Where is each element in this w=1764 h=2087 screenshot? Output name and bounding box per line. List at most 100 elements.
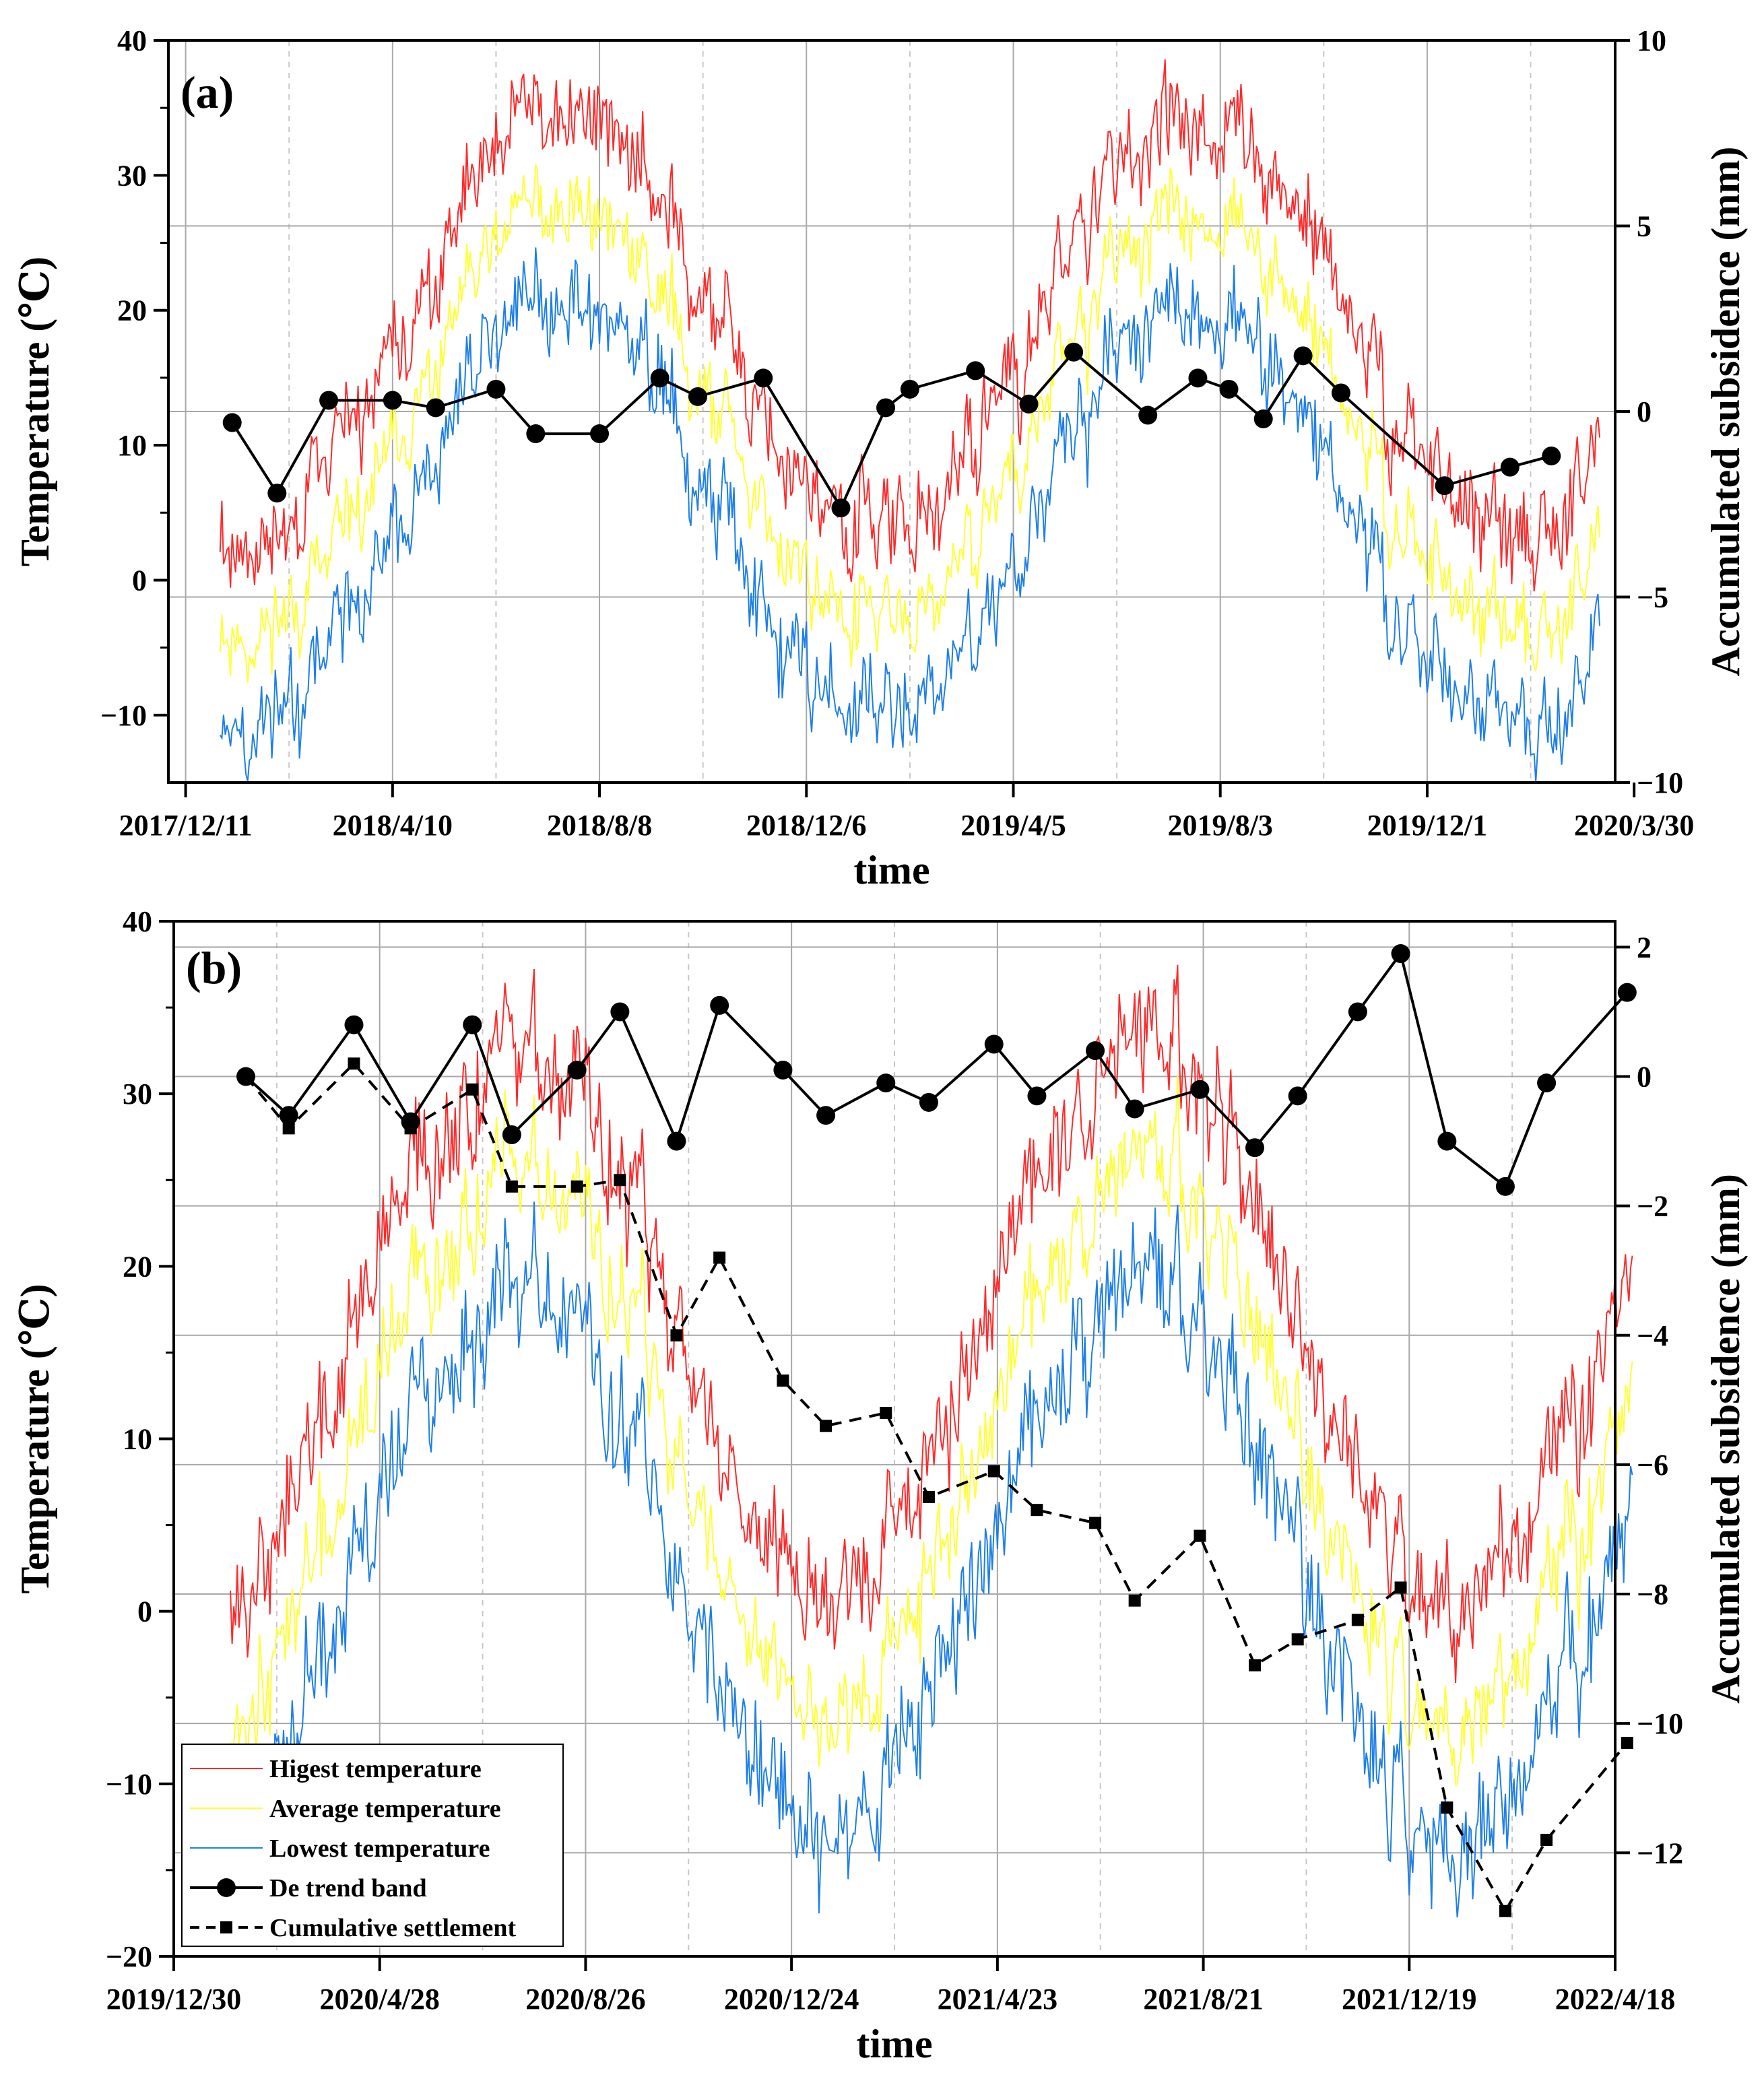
detrend-band-point	[610, 1002, 630, 1022]
lowest-temperature-line	[230, 1201, 1633, 1918]
detrend-band-point	[1188, 368, 1208, 388]
detrend-band-point	[919, 1092, 938, 1112]
detrend-band-point	[426, 398, 445, 418]
detrend-band-point	[667, 1131, 686, 1151]
cumulative-settlement-point	[505, 1180, 518, 1193]
panel-a: 2017/12/11 2018/4/10 2018/8/8 2018/12/6 2019…	[13, 24, 1748, 892]
legend-label: Higest temperature	[269, 1755, 482, 1783]
detrend-band-point	[1190, 1080, 1210, 1099]
y-tick-label-left: 0	[137, 1595, 152, 1628]
y-tick-label-left: −10	[100, 699, 147, 732]
legend-marker-circle	[217, 1878, 236, 1897]
cumulative-settlement-point	[1351, 1614, 1364, 1626]
x-tick-label: 2017/12/11	[119, 809, 253, 842]
legend-label: De trend band	[269, 1874, 427, 1902]
temperature-lines-b	[230, 964, 1633, 1918]
detrend-band-point	[1288, 1086, 1307, 1106]
panel-b: 2019/12/30 2020/4/28 2020/8/26 2020/12/24 20…	[13, 905, 1748, 2066]
x-tick-label: 2018/12/6	[746, 809, 866, 842]
cumulative-settlement-point	[1031, 1504, 1043, 1517]
cumulative-settlement-point	[1394, 1581, 1407, 1594]
y-tick-label-left: −10	[106, 1768, 152, 1801]
detrend-band-point	[344, 1015, 364, 1034]
x-tick-label: 2021/8/21	[1143, 1983, 1263, 2016]
detrend-band-point	[900, 379, 919, 399]
highest-temperature-line	[230, 964, 1633, 1684]
lowest-temperature-line	[219, 247, 1600, 783]
x-axis-title-a: time	[853, 848, 929, 892]
x-tick-label: 2019/4/5	[960, 809, 1066, 842]
detrend-band-point	[1617, 983, 1637, 1002]
y-tick-label-left: 20	[117, 294, 147, 327]
detrend-band-point	[1086, 1041, 1105, 1061]
detrend-band-point	[1027, 1086, 1047, 1106]
axes-a: 2017/12/11 2018/4/10 2018/8/8 2018/12/6 2019…	[100, 24, 1694, 842]
cumulative-settlement-point	[466, 1083, 479, 1096]
x-axis-title-b: time	[856, 2022, 932, 2066]
detrend-band-point	[1348, 1002, 1367, 1022]
x-tick-label: 2018/8/8	[547, 809, 652, 842]
cumulative-settlement-point	[1441, 1801, 1453, 1814]
detrend-band-point	[876, 398, 896, 418]
y-axis-title-left-a: Temperature (℃)	[13, 257, 57, 566]
detrend-band-point	[831, 498, 851, 518]
y-tick-label-left: 30	[123, 1078, 152, 1111]
cumulative-settlement-point	[880, 1407, 892, 1420]
subsidence-series-b	[236, 944, 1637, 1917]
legend-label: Average temperature	[269, 1795, 501, 1823]
detrend-band-point	[1019, 394, 1039, 413]
cumulative-settlement-point	[820, 1420, 832, 1432]
cumulative-settlement-point	[1249, 1659, 1261, 1671]
cumulative-settlement-point	[922, 1490, 935, 1503]
average-temperature-line	[230, 1075, 1633, 1786]
average-temperature-line	[219, 164, 1600, 684]
highest-temperature-line	[219, 59, 1600, 592]
temperature-lines-a	[219, 59, 1600, 783]
y-axis-title-left-b: Temperature (℃)	[13, 1284, 57, 1593]
grid-a	[168, 40, 1615, 783]
detrend-band-point	[1331, 383, 1350, 403]
cumulative-settlement-point	[348, 1057, 360, 1070]
detrend-band-point	[567, 1060, 587, 1080]
y-tick-label-left: 20	[123, 1250, 152, 1283]
detrend-band-point	[1500, 457, 1520, 477]
cumulative-settlement-point	[670, 1329, 683, 1341]
y-tick-label-left: −20	[106, 1940, 152, 1973]
x-tick-label: 2021/12/19	[1342, 1983, 1476, 2016]
detrend-band-line	[231, 350, 1552, 511]
y-tick-label-right: −4	[1637, 1319, 1668, 1352]
y-tick-label-right: −2	[1637, 1190, 1668, 1223]
detrend-band-point	[710, 995, 729, 1015]
y-tick-label-right: −8	[1637, 1578, 1668, 1611]
x-tick-label: 2020/12/24	[724, 1983, 859, 2016]
legend-marker-square	[220, 1921, 232, 1933]
y-tick-label-right: 0	[1637, 395, 1652, 428]
detrend-band-point	[1293, 346, 1313, 366]
y-tick-label-right: 5	[1637, 210, 1652, 243]
detrend-band-point	[876, 1073, 896, 1093]
detrend-band-point	[1138, 405, 1158, 425]
cumulative-settlement-point	[240, 1070, 252, 1083]
detrend-band-point	[816, 1106, 836, 1125]
cumulative-settlement-point	[1128, 1594, 1141, 1607]
x-tick-label: 2021/4/23	[938, 1983, 1057, 2016]
detrend-band-point	[1495, 1177, 1515, 1196]
cumulative-settlement-point	[1540, 1834, 1553, 1847]
detrend-band-point	[1125, 1099, 1144, 1119]
y-tick-label-left: 10	[117, 429, 147, 462]
detrend-band-point	[1391, 944, 1410, 964]
detrend-band-point	[754, 368, 773, 388]
cumulative-settlement-point	[1194, 1529, 1206, 1542]
x-tick-label: 2019/12/30	[106, 1983, 241, 2016]
x-tick-label: 2022/4/18	[1555, 1983, 1675, 2016]
detrend-band-point	[984, 1034, 1004, 1054]
detrend-band-point	[688, 387, 707, 406]
detrend-band-point	[1064, 342, 1084, 362]
detrend-band-point	[1245, 1138, 1264, 1158]
legend-label: Lowest temperature	[269, 1834, 490, 1863]
y-tick-label-right: 10	[1637, 24, 1666, 57]
y-tick-label-right: −6	[1637, 1449, 1668, 1482]
detrend-band-point	[1219, 379, 1239, 399]
legend-box	[181, 1744, 564, 1947]
